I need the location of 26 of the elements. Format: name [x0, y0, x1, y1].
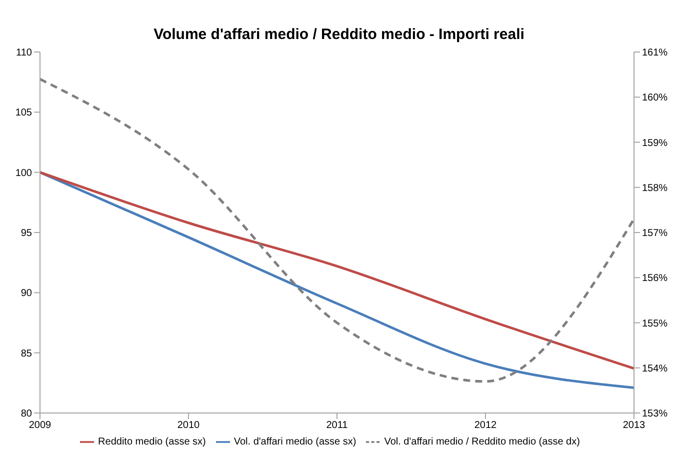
y-tick-label: 80 — [20, 408, 32, 420]
chart-title: Volume d'affari medio / Reddito medio - Importi reali — [152, 26, 526, 43]
y-tick-label: 105 — [15, 108, 32, 119]
x-tick-label: 2013 — [622, 420, 646, 432]
y-tick-label: 90 — [20, 288, 32, 300]
y2-tick-label: 157% — [642, 228, 668, 240]
y2-tick-label: 161% — [642, 48, 668, 59]
x-tick-label: 2010 — [177, 420, 200, 432]
y-tick-label: 85 — [20, 348, 32, 360]
legend-label: Vol. d'affari medio / Reddito medio (asse dx) — [384, 436, 580, 448]
y-tick-label: 110 — [16, 48, 32, 59]
y2-tick-label: 156% — [642, 273, 668, 284]
y-tick-label: 100 — [15, 168, 32, 179]
line-series — [38, 78, 636, 383]
y2-tick-label: 158% — [642, 182, 668, 194]
legend-label: Reddito medio (asse sx) — [98, 436, 206, 448]
y2-tick-label: 155% — [642, 318, 668, 330]
y-tick-label: 95 — [20, 228, 32, 240]
y2-tick-label: 159% — [642, 138, 668, 149]
y2-tick-label: 153% — [642, 408, 668, 420]
x-tick-label: 2012 — [474, 420, 498, 432]
x-tick-label: 2009 — [28, 420, 52, 432]
legend-label: Vol. d'affari medio (asse sx) — [234, 436, 356, 448]
x-tick-label: 2011 — [326, 420, 348, 432]
y2-tick-label: 154% — [642, 363, 668, 374]
y2-tick-label: 160% — [642, 92, 668, 104]
